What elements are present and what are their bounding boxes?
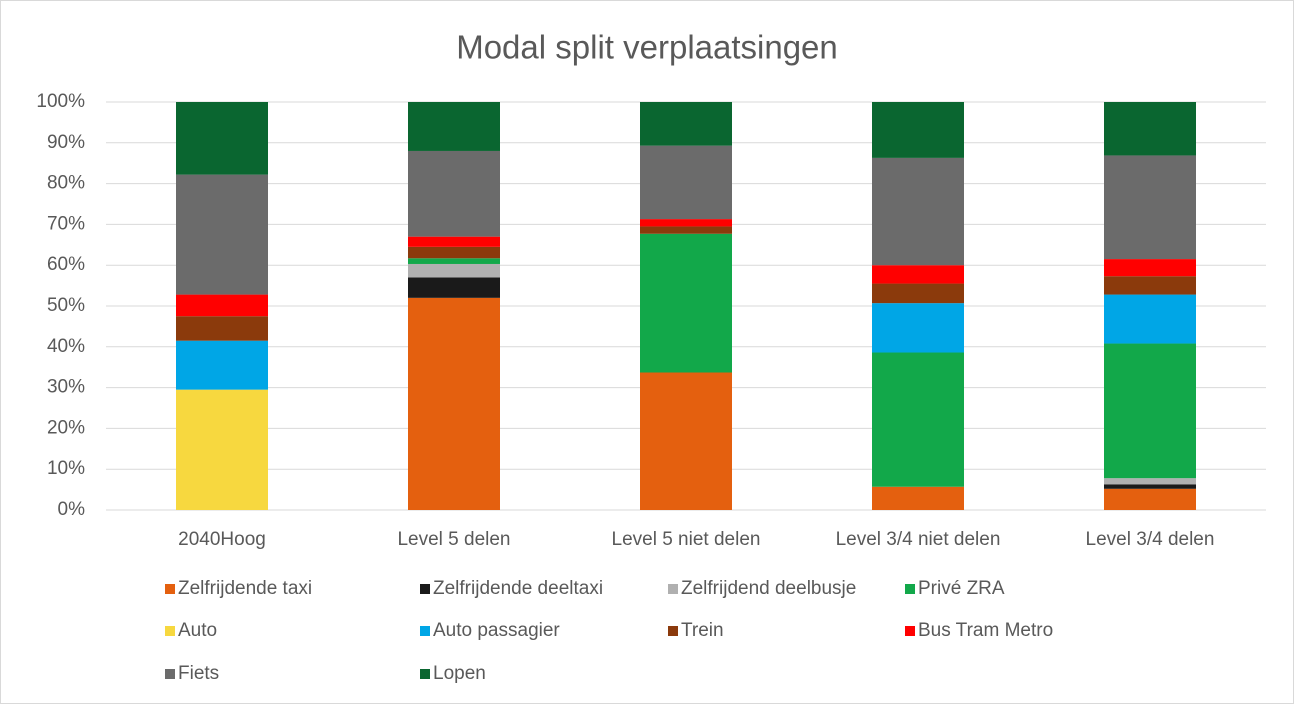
bar-segment bbox=[872, 303, 964, 353]
bar-segment bbox=[1104, 155, 1196, 260]
legend-swatch bbox=[420, 584, 430, 594]
bar-segment bbox=[176, 174, 268, 295]
x-tick-label: Level 5 niet delen bbox=[612, 529, 761, 550]
legend-label: Bus Tram Metro bbox=[918, 620, 1053, 641]
y-tick-label: 10% bbox=[47, 458, 85, 479]
bar-segment bbox=[1104, 478, 1196, 485]
bar-segment bbox=[408, 277, 500, 298]
y-tick-label: 50% bbox=[47, 295, 85, 316]
bar-segment bbox=[176, 340, 268, 390]
bar-segment bbox=[408, 246, 500, 259]
y-tick-label: 60% bbox=[47, 254, 85, 275]
bar-segment bbox=[408, 150, 500, 237]
legend-swatch bbox=[668, 626, 678, 636]
bar-segment bbox=[872, 486, 964, 510]
bar-segment bbox=[640, 226, 732, 234]
bar-segment bbox=[872, 265, 964, 284]
legend-swatch bbox=[905, 626, 915, 636]
bar-segment bbox=[872, 102, 964, 158]
legend-label: Trein bbox=[681, 620, 724, 641]
y-tick-label: 90% bbox=[47, 132, 85, 153]
legend-label: Lopen bbox=[433, 663, 486, 684]
bar-segment bbox=[176, 294, 268, 317]
bar-segment bbox=[640, 233, 732, 373]
x-tick-label: Level 3/4 niet delen bbox=[836, 529, 1001, 550]
legend-label: Zelfrijdend deelbusje bbox=[681, 578, 856, 599]
bar-segment bbox=[176, 316, 268, 341]
bar-segment bbox=[640, 372, 732, 510]
bar-segment bbox=[1104, 488, 1196, 510]
bar-segment bbox=[872, 157, 964, 266]
bar-segment bbox=[1104, 259, 1196, 277]
bar-segment bbox=[408, 258, 500, 264]
legend-label: Zelfrijdende taxi bbox=[178, 578, 312, 599]
bar-segment bbox=[1104, 102, 1196, 156]
y-tick-label: 40% bbox=[47, 336, 85, 357]
x-tick-label: Level 5 delen bbox=[397, 529, 510, 550]
legend-swatch bbox=[905, 584, 915, 594]
x-tick-label: Level 3/4 delen bbox=[1086, 529, 1215, 550]
bar-segment bbox=[408, 102, 500, 151]
bar-segment bbox=[1104, 294, 1196, 344]
bar-segment bbox=[1104, 484, 1196, 489]
bar-segment bbox=[640, 145, 732, 220]
legend-swatch bbox=[668, 584, 678, 594]
bar-segment bbox=[176, 389, 268, 510]
legend-swatch bbox=[165, 669, 175, 679]
bar-segment bbox=[408, 297, 500, 510]
y-tick-label: 100% bbox=[36, 91, 85, 112]
y-tick-label: 0% bbox=[58, 499, 86, 520]
bar-segment bbox=[1104, 276, 1196, 295]
legend-swatch bbox=[420, 626, 430, 636]
chart-title: Modal split verplaatsingen bbox=[456, 29, 838, 66]
legend-swatch bbox=[420, 669, 430, 679]
bar-segment bbox=[408, 236, 500, 247]
y-tick-label: 70% bbox=[47, 213, 85, 234]
y-tick-label: 20% bbox=[47, 417, 85, 438]
bar-segment bbox=[872, 352, 964, 487]
bar-segment bbox=[176, 102, 268, 175]
bar-segment bbox=[640, 219, 732, 227]
bar-segment bbox=[408, 263, 500, 278]
legend-label: Privé ZRA bbox=[918, 578, 1005, 599]
legend-label: Fiets bbox=[178, 663, 219, 684]
legend-label: Zelfrijdende deeltaxi bbox=[433, 578, 603, 599]
x-tick-label: 2040Hoog bbox=[178, 529, 266, 550]
legend-swatch bbox=[165, 626, 175, 636]
legend-label: Auto passagier bbox=[433, 620, 560, 641]
y-tick-label: 80% bbox=[47, 173, 85, 194]
y-tick-label: 30% bbox=[47, 377, 85, 398]
legend-swatch bbox=[165, 584, 175, 594]
legend-label: Auto bbox=[178, 620, 217, 641]
bar-segment bbox=[872, 283, 964, 304]
bar-segment bbox=[1104, 343, 1196, 479]
bar-segment bbox=[640, 102, 732, 146]
